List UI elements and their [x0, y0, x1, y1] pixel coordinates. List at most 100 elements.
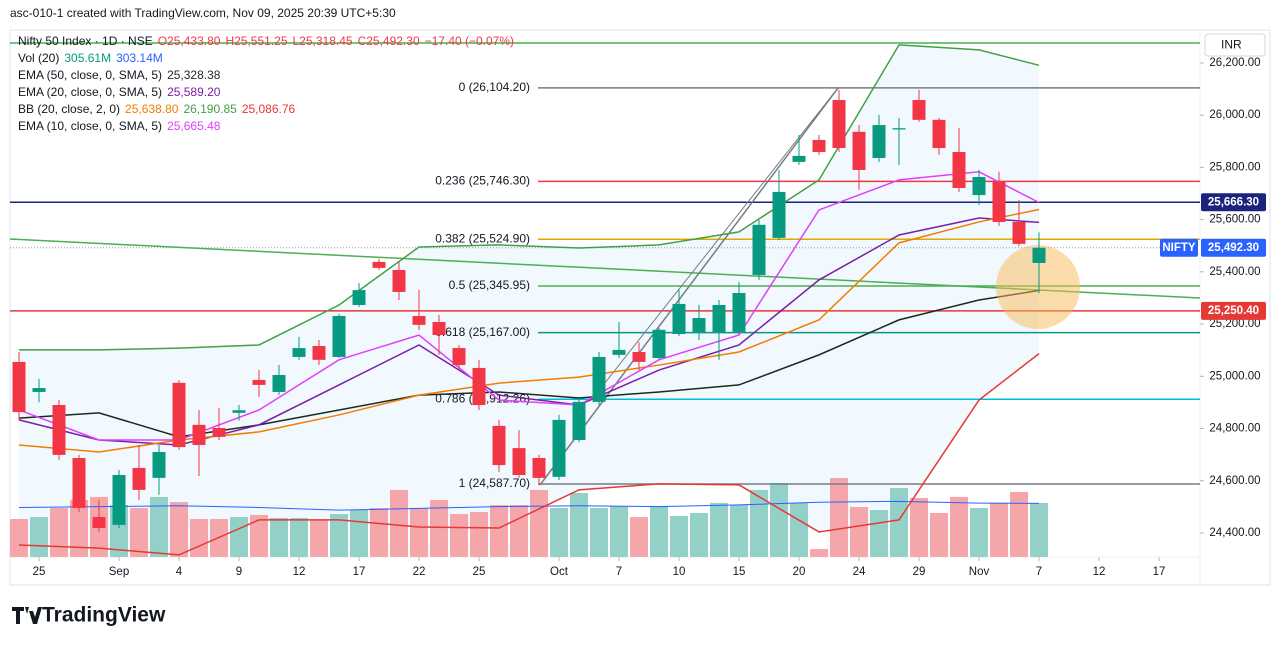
legend-name: Nifty 50 Index · 1D · NSE — [18, 34, 153, 48]
candle-body — [872, 125, 886, 158]
band-fill — [19, 44, 1039, 555]
y-tick-label: 25,800.00 — [1209, 161, 1260, 173]
legend-row: Vol (20) 305.61M 303.14M — [18, 51, 163, 65]
y-tick-label: 26,000.00 — [1209, 109, 1260, 121]
volume-bar — [590, 508, 608, 557]
volume-bar — [370, 508, 388, 557]
logo: TradingView — [42, 604, 166, 627]
fib-label: 0.236 (25,746.30) — [435, 174, 530, 188]
symbol-tag — [1160, 238, 1198, 257]
legend-name: EMA (50, close, 0, SMA, 5) — [18, 68, 162, 82]
volume-bar — [630, 517, 648, 557]
candle-body — [32, 388, 46, 392]
indicator-line — [19, 44, 1040, 351]
y-tick-label: 24,800.00 — [1209, 423, 1260, 435]
candle-body — [632, 351, 646, 362]
currency-box[interactable] — [1204, 33, 1266, 57]
x-tick-label: 12 — [1093, 566, 1106, 578]
volume-bar — [130, 508, 148, 557]
volume-bar — [270, 517, 288, 557]
candle-body — [792, 155, 806, 162]
volume-bar — [770, 482, 788, 557]
candle-body — [432, 321, 446, 336]
volume-bar — [730, 505, 748, 557]
candle-body — [572, 401, 586, 441]
volume-bar — [550, 508, 568, 557]
volume-bar — [490, 505, 508, 557]
candle-body — [1032, 247, 1046, 263]
x-tick-label: 29 — [913, 566, 926, 578]
candle-body — [252, 379, 266, 385]
price-tag-label: 25,666.30 — [1208, 196, 1259, 208]
x-tick-label: 22 — [413, 566, 426, 578]
y-tick-label: 24,400.00 — [1209, 527, 1260, 539]
indicator-line — [18, 217, 1040, 446]
price-tag — [1201, 238, 1266, 257]
volume-bar — [670, 515, 688, 557]
legend-row: EMA (20, close, 0, SMA, 5) 25,589.20 — [18, 85, 221, 99]
volume-bar — [510, 505, 528, 557]
legend-value: 305.61M — [64, 51, 111, 65]
legend-name: BB (20, close, 2, 0) — [18, 102, 120, 116]
candle-body — [232, 410, 246, 413]
x-tick-label: 17 — [1153, 566, 1166, 578]
x-tick-label: Oct — [550, 566, 569, 578]
candle-body — [212, 427, 226, 437]
volume-bar — [390, 490, 408, 557]
header: asc-010-1 created with TradingView.com, … — [10, 6, 396, 20]
volume-bar — [530, 490, 548, 557]
volume-bar — [950, 496, 968, 557]
price-tag — [1201, 301, 1266, 320]
volume-bar — [190, 519, 208, 557]
candle-body — [752, 224, 766, 275]
currency: INR — [1221, 38, 1242, 52]
volume-bar — [790, 502, 808, 557]
candle-body — [492, 425, 506, 466]
candle-body — [332, 315, 346, 357]
candle-body — [172, 382, 186, 448]
candle-body — [392, 269, 406, 292]
volume-bar — [930, 512, 948, 557]
candle-body — [372, 261, 386, 268]
legend-value: −17.40 (−0.07%) — [425, 34, 514, 48]
legend-value: 303.14M — [116, 51, 163, 65]
legend-value: O25,433.80 — [158, 34, 221, 48]
x-tick-label: 15 — [733, 566, 746, 578]
candle-body — [512, 448, 526, 475]
highlight-circle — [996, 245, 1080, 329]
volume-bar — [330, 514, 348, 557]
indicator-line — [18, 353, 1040, 556]
y-tick-label: 25,600.00 — [1209, 214, 1260, 226]
x-tick-label: 10 — [673, 566, 686, 578]
legend-value: H25,551.25 — [225, 34, 287, 48]
candle-body — [152, 452, 166, 478]
legend-name: EMA (20, close, 0, SMA, 5) — [18, 85, 162, 99]
fib-label: 0.618 (25,167.00) — [435, 325, 530, 339]
candle-body — [712, 304, 726, 333]
x-tick-label: 20 — [793, 566, 806, 578]
x-tick-label: 9 — [236, 566, 242, 578]
y-tick-label: 24,600.00 — [1209, 475, 1260, 487]
x-tick-label: Sep — [109, 566, 129, 578]
volume-bar — [690, 512, 708, 557]
volume-bar — [650, 505, 668, 557]
candle-body — [912, 99, 926, 120]
volume-bar — [150, 496, 168, 557]
x-tick-label: 25 — [473, 566, 486, 578]
candle-body — [552, 419, 566, 477]
fib-label: 0.5 (25,345.95) — [449, 278, 530, 292]
x-tick-label: 17 — [353, 566, 366, 578]
y-tick-label: 25,200.00 — [1209, 318, 1260, 330]
candle-body — [772, 191, 786, 238]
trend-line — [592, 87, 839, 399]
price-tag-label: 25,492.30 — [1208, 242, 1259, 254]
candle-body — [612, 349, 626, 355]
candle-body — [812, 139, 826, 152]
logo-icon — [12, 607, 42, 624]
legend-value: 26,190.85 — [183, 102, 237, 116]
legend-value: 25,086.76 — [242, 102, 296, 116]
indicator-line — [18, 500, 1040, 511]
legend-row: EMA (10, close, 0, SMA, 5) 25,665.48 — [18, 119, 221, 133]
volume-bar — [310, 520, 328, 557]
volume-bar — [810, 549, 828, 557]
